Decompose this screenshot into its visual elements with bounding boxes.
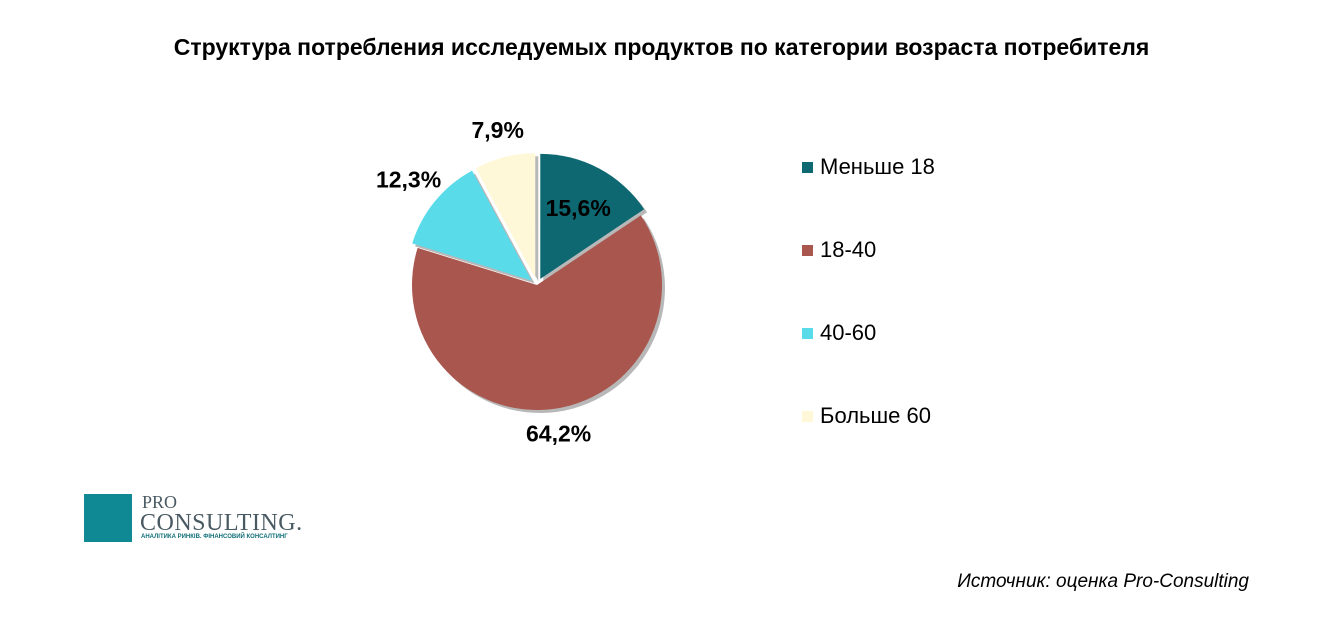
logo-tagline: АНАЛІТИКА РИНКІВ. ФІНАНСОВИЙ КОНСАЛТИНГ bbox=[141, 534, 288, 540]
legend-item-18-40: 18-40 bbox=[802, 236, 935, 264]
pro-consulting-logo: PRO CONSULTING. АНАЛІТИКА РИНКІВ. ФІНАНС… bbox=[84, 492, 314, 544]
legend-label-18-40: 18-40 bbox=[820, 237, 877, 262]
chart-title: Структура потребления исследуемых продук… bbox=[173, 34, 1150, 60]
data-label-18-40: 64,2% bbox=[526, 420, 591, 446]
pie-slice-over-60 bbox=[475, 153, 536, 279]
legend-label-40-60: 40-60 bbox=[820, 320, 877, 345]
legend-swatch-over-60 bbox=[802, 410, 813, 422]
logo-emblem-icon bbox=[84, 494, 132, 542]
legend-item-under-18: Меньше 18 bbox=[802, 153, 935, 181]
legend-swatch-40-60 bbox=[802, 327, 813, 339]
pie-slice-under-18 bbox=[540, 153, 645, 279]
logo-text-pro: PRO bbox=[142, 492, 178, 512]
pie-slice-40-60 bbox=[412, 170, 532, 281]
legend-swatch-under-18 bbox=[802, 161, 813, 173]
logo-text-consulting: CONSULTING. bbox=[140, 510, 303, 536]
chart-legend: Меньше 18 18-40 40-60 Больше 60 bbox=[802, 153, 935, 485]
source-note: Источник: оценка Pro-Consulting bbox=[957, 571, 1249, 592]
legend-item-40-60: 40-60 bbox=[802, 319, 935, 347]
legend-item-over-60: Больше 60 bbox=[802, 402, 935, 430]
data-label-40-60: 12,3% bbox=[376, 166, 441, 192]
pie-slice-18-40 bbox=[411, 215, 663, 411]
legend-label-under-18: Меньше 18 bbox=[820, 154, 935, 179]
data-label-over-60: 7,9% bbox=[471, 117, 523, 143]
data-label-under-18: 15,6% bbox=[546, 195, 611, 221]
legend-swatch-18-40 bbox=[802, 244, 813, 256]
legend-label-over-60: Больше 60 bbox=[820, 403, 931, 428]
